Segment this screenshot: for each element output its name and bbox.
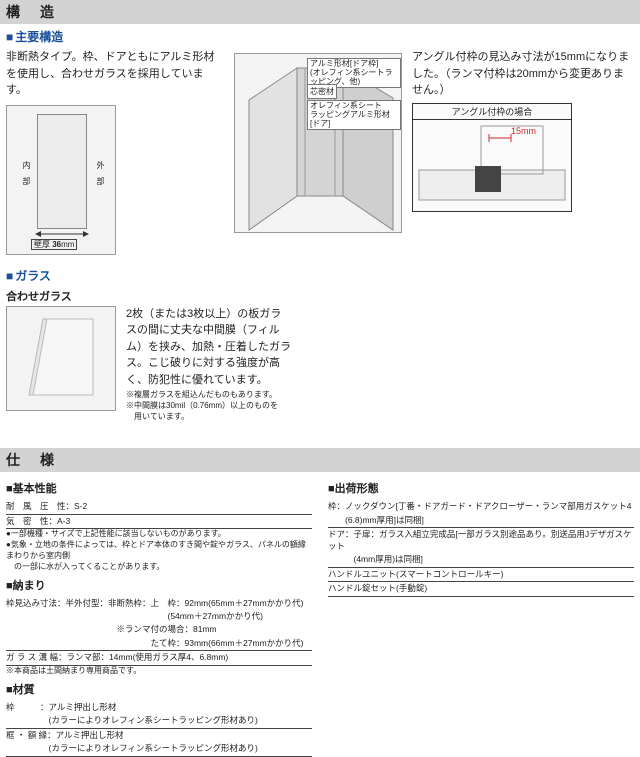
spec-line: ※ランマ付の場合：81mm	[6, 623, 312, 636]
spec-line: (54mm＋27mmかかり代)	[6, 610, 312, 623]
spec-h-fit: 納まり	[6, 577, 312, 593]
angle-desc: アングル付枠の見込み寸法が15mmになりました。（ランマ付枠は20mmから変更あ…	[412, 49, 634, 99]
diagram-wall-section: 内 部 外 部 壁厚 36mm	[6, 105, 116, 255]
diagram-profile: アルミ形材[ドア枠](オレフィン系シートラッピング、他) 芯密材 オレフィン系シ…	[234, 53, 402, 233]
label-thickness-unit: 壁厚 36mm	[31, 239, 77, 250]
spec-line: たて枠：93mm(66mm＋27mmかかり代)	[6, 637, 312, 651]
spec-line: 枠 ：アルミ押出し形材	[6, 701, 312, 714]
glass-note2: ※中間膜は30mil（0.76mm）以上のものを	[126, 401, 291, 412]
spec-columns: 基本性能 耐 風 圧 性：S-2 気 密 性：A-3 ●一部機種・サイズで上記性…	[0, 476, 640, 756]
spec-h-ship: 出荷形態	[328, 480, 634, 496]
glass-sub: 合わせガラス	[6, 288, 634, 304]
callout-profile-2: 芯密材	[307, 84, 337, 99]
spec-note: の一部に水が入ってくることがあります。	[6, 562, 312, 573]
spec-line: 枠見込み寸法：半外付型：非断熱枠：上 枠：92mm(65mm＋27mmかかり代)	[6, 597, 312, 610]
glass-note3: 用いています。	[126, 412, 291, 423]
row-glass: 2枚（または3枚以上）の板ガラスの間に丈夫な中間膜（フィルム）を挟み、加熱・圧着…	[0, 306, 640, 431]
spec-line: (6.8)mm厚用]は同梱]	[328, 514, 634, 528]
callout-profile-3: オレフィン系シートラッピングアルミ形材[ドア]	[307, 100, 401, 130]
diagram-glass	[6, 306, 116, 411]
svg-text:15mm: 15mm	[511, 126, 536, 136]
spec-line: (4mm厚用)は同梱]	[328, 553, 634, 567]
label-outer: 外 部	[95, 161, 106, 185]
label-inner: 内 部	[21, 161, 32, 185]
spec-line: 框 ・ 額 縁：アルミ押出し形材	[6, 729, 312, 742]
spec-h-material: 材質	[6, 681, 312, 697]
spec-line: 枠：ノックダウン[丁番・ドアガード・ドアクローザー・ランマ部用ガスケット4	[328, 500, 634, 513]
spec-note: ※本商品は土間納まり専用商品です。	[6, 666, 312, 677]
main-desc: 非断熱タイプ。枠、ドアともにアルミ形材を使用し、合わせガラスを採用しています。	[6, 49, 224, 99]
spec-note: ●一部機種・サイズで上記性能に該当しないものがあります。	[6, 529, 312, 540]
spec-line: 気 密 性：A-3	[6, 515, 312, 529]
spec-line: (カラーによりオレフィン系シートラッピング形材あり)	[6, 742, 312, 756]
angle-title: アングル付枠の場合	[413, 104, 571, 120]
bar-structure: 構 造	[0, 0, 640, 24]
spec-line: 耐 風 圧 性：S-2	[6, 500, 312, 514]
heading-main-structure: 主要構造	[6, 28, 634, 45]
glass-note1: ※複層ガラスを組込んだものもあります。	[126, 390, 291, 401]
row-main: 非断熱タイプ。枠、ドアともにアルミ形材を使用し、合わせガラスを採用しています。 …	[0, 49, 640, 263]
spec-line: ハンドルユニット(スマートコントロールキー)	[328, 568, 634, 582]
spec-line: ガ ラ ス 溝 幅：ランマ部：14mm(使用ガラス厚4、6.8mm)	[6, 651, 312, 665]
heading-glass: ガラス	[6, 267, 634, 284]
spec-note: ●気象・立地の条件によっては、枠とドア本体のすき間や錠やガラス、パネルの額縁まわ…	[6, 540, 312, 562]
spec-line: ドア：子扉：ガラス入組立完成品[一部ガラス別途品あり。別送品用Jデザガスケット	[328, 528, 634, 553]
spec-line: (カラーによりオレフィン系シートラッピング形材あり)	[6, 714, 312, 728]
glass-desc: 2枚（または3枚以上）の板ガラスの間に丈夫な中間膜（フィルム）を挟み、加熱・圧着…	[126, 306, 291, 389]
spec-line: ハンドル錠セット(手動錠)	[328, 582, 634, 596]
spec-h-basic: 基本性能	[6, 480, 312, 496]
diagram-angle: アングル付枠の場合 15mm	[412, 103, 572, 212]
bar-spec: 仕 様	[0, 448, 640, 472]
